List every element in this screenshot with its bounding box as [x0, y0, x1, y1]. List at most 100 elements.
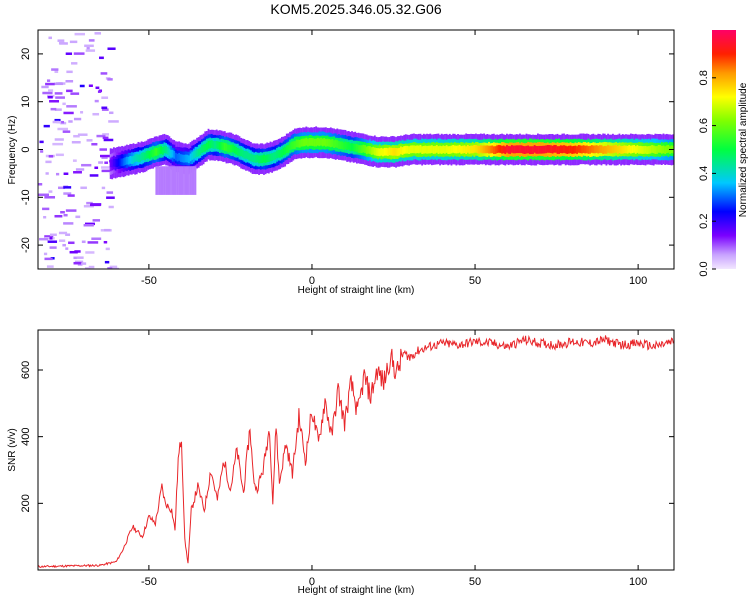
spectrogram-cell [548, 145, 551, 153]
spectrogram-cell [568, 145, 570, 154]
spectrogram-cell [395, 148, 397, 156]
spectrogram-cell [400, 146, 402, 155]
noise-cell [54, 70, 59, 73]
spectrogram-cell [574, 145, 577, 154]
spectrogram-cell [176, 153, 179, 162]
spectrogram-cell [530, 146, 533, 154]
spectrogram-cell [303, 138, 306, 147]
spectrogram-cell [227, 144, 229, 153]
noise-cell [101, 108, 109, 111]
spectrogram-cell [217, 141, 220, 150]
spectrogram-cell [417, 145, 420, 154]
noise-cell [58, 231, 68, 235]
noise-cell [106, 196, 115, 199]
noise-cell [63, 222, 74, 225]
spectrogram-cell [514, 145, 516, 154]
spectrogram-cell [197, 148, 200, 157]
spectrogram-ytick-label: 10 [20, 96, 32, 108]
snr-ylabel: SNR (v/v) [7, 428, 18, 471]
spectrogram-cell [468, 146, 471, 154]
spectrogram-cell [484, 145, 487, 154]
colorbar-tick-label: 0.8 [698, 70, 710, 85]
spectrogram-cell [181, 154, 184, 163]
noise-cell [94, 166, 99, 170]
spectrogram-cell [359, 145, 362, 153]
spectrogram-cell [326, 138, 329, 147]
spectrogram-cell [424, 145, 427, 154]
noise-cell [81, 163, 92, 167]
spectrogram-cell [533, 144, 536, 153]
spectrogram-ytick-label: 20 [20, 48, 32, 60]
spectrogram-ylabel: Frequency (Hz) [7, 116, 18, 185]
spectrogram-cell [344, 141, 347, 150]
spectrogram-cell [170, 166, 172, 195]
spectrogram-cell [174, 166, 177, 195]
spectrogram-cell [338, 141, 340, 149]
noise-cell [85, 49, 96, 52]
noise-cell [69, 250, 78, 254]
spectrogram-cell [285, 145, 288, 154]
spectrogram-cell [595, 145, 598, 153]
noise-cell [63, 186, 72, 189]
spectrogram-cell [537, 146, 539, 154]
spectrogram-cell [365, 146, 368, 155]
spectrogram-cell [342, 142, 345, 151]
spectrogram-cell [626, 145, 629, 154]
noise-cell [75, 168, 85, 171]
spectrogram-cell [369, 146, 371, 154]
spectrogram-cell [333, 140, 335, 149]
noise-cell [104, 161, 109, 164]
spectrogram-cell [613, 145, 616, 153]
spectrogram-cell [629, 145, 632, 154]
noise-cell [80, 111, 84, 114]
noise-cell [46, 265, 54, 268]
spectrogram-cell [298, 139, 301, 148]
spectrogram-cell [173, 150, 176, 159]
spectrogram-cell [307, 138, 309, 147]
noise-cell [86, 46, 90, 50]
spectrogram-cell [194, 150, 197, 159]
spectrogram-cell [130, 156, 133, 164]
spectrogram-cell [439, 145, 441, 154]
spectrogram-cell [432, 146, 435, 154]
spectrogram-cell [339, 141, 342, 150]
spectrogram-cell [357, 145, 360, 153]
spectrogram-cell [576, 146, 578, 154]
spectrogram-cell [427, 145, 430, 154]
spectrogram-cell [494, 146, 497, 154]
spectrogram-cell [360, 145, 363, 153]
snr-axes: -50 0 50 100 200 400 600 [20, 330, 674, 588]
noise-cell [89, 174, 99, 177]
spectrogram-axes: -50 0 50 100 -20 -10 0 10 20 [20, 30, 674, 287]
spectrogram-cell [310, 138, 313, 146]
noise-cell [38, 193, 50, 197]
spectrogram-cell [561, 145, 564, 154]
snr-ytick-label: 400 [20, 427, 32, 445]
noise-cell [39, 237, 49, 241]
spectrogram-cell [577, 144, 580, 153]
spectrogram-cell [279, 150, 282, 158]
spectrogram-cell [563, 145, 565, 153]
noise-cell [77, 263, 83, 266]
spectrogram-cell [161, 166, 164, 195]
spectrogram-cell [535, 145, 538, 154]
noise-cell [67, 194, 75, 197]
spectrogram-marks [38, 32, 674, 269]
spectrogram-xtick-label: 0 [309, 275, 315, 287]
noise-cell [52, 142, 64, 146]
spectrogram-cell [502, 145, 505, 154]
noise-cell [73, 261, 83, 265]
spectrogram-cell [390, 147, 393, 156]
spectrogram-cell [532, 146, 534, 154]
spectrogram-cell [528, 146, 531, 155]
noise-cell [57, 127, 68, 131]
spectrogram-cell [551, 145, 554, 154]
spectrogram-cell [173, 166, 176, 195]
noise-cell [63, 172, 69, 175]
spectrogram-cell [184, 166, 187, 195]
spectrogram-cell [124, 157, 127, 166]
spectrogram-cell [137, 154, 140, 163]
noise-cell [59, 239, 66, 242]
spectrogram-cell [558, 146, 561, 154]
noise-cell [87, 241, 99, 244]
